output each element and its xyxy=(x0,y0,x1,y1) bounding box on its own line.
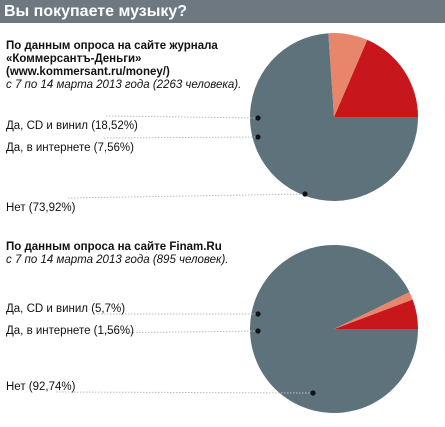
label-no: Нет (73,92%) xyxy=(6,202,76,214)
leader-line xyxy=(55,391,314,394)
leader-dot xyxy=(310,390,316,396)
source-italic: с 7 по 14 марта 2013 года (2263 человека… xyxy=(6,79,242,91)
slice-no xyxy=(249,33,418,201)
leader-line xyxy=(67,193,306,199)
slice-cd-vinyl xyxy=(334,39,418,117)
label-internet: Да, в интернете (1,56%) xyxy=(6,325,134,337)
source-text: По данным опроса на сайте Finam.Ru с 7 п… xyxy=(6,241,256,267)
chart-title: Вы покупаете музыку? xyxy=(4,3,188,20)
leader-dot xyxy=(255,134,261,140)
pie-chart-kommersant xyxy=(67,32,418,201)
slice-no xyxy=(250,245,418,414)
leader-dot xyxy=(255,115,261,121)
label-cd-vinyl: Да, CD и винил (18,52%) xyxy=(6,120,138,132)
panel-kommersant: По данным опроса на сайте журнала «Комме… xyxy=(0,23,445,221)
source-bold: По данным опроса на сайте Finam.Ru xyxy=(6,241,222,253)
slice-cd-vinyl xyxy=(334,299,418,329)
leader-line xyxy=(105,115,259,119)
slice-internet xyxy=(328,32,368,117)
label-no: Нет (92,74%) xyxy=(6,381,76,393)
pie-chart-finam xyxy=(55,245,418,414)
leader-line xyxy=(103,136,259,139)
source-bold: По данным опроса на сайте журнала «Комме… xyxy=(6,40,218,78)
slice-internet xyxy=(334,292,413,329)
leader-dot xyxy=(255,328,261,334)
source-text: По данным опроса на сайте журнала «Комме… xyxy=(6,40,256,92)
label-cd-vinyl: Да, CD и винил (5,7%) xyxy=(6,303,126,315)
label-internet: Да, в интернете (7,56%) xyxy=(6,142,134,154)
leader-dot xyxy=(302,191,308,197)
leader-line xyxy=(99,330,259,334)
title-bar: Вы покупаете музыку? xyxy=(0,0,445,23)
panel-finam: По данным опроса на сайте Finam.Ru с 7 п… xyxy=(0,227,445,427)
source-italic: с 7 по 14 марта 2013 года (895 человек). xyxy=(6,254,229,266)
leader-dot xyxy=(255,311,261,317)
